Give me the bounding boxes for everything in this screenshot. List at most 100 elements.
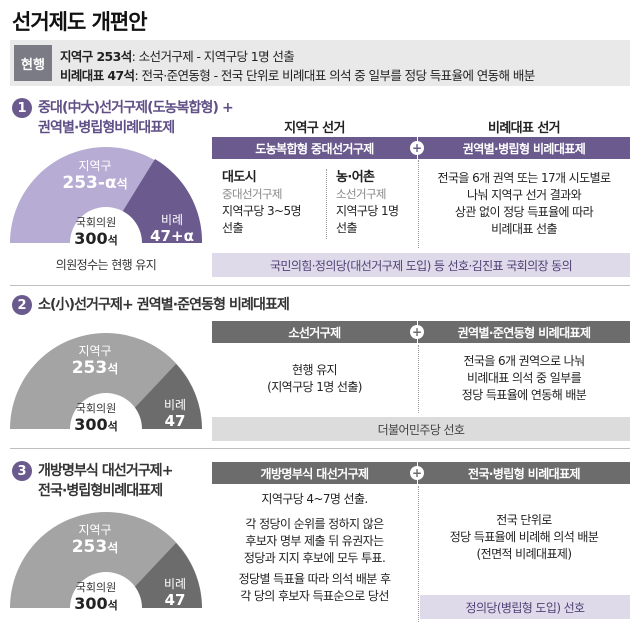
option-1-seat-chart — [10, 147, 202, 243]
option-1-urban-cell: 대도시 중대선거구제 지역구당 3~5명 선출 — [222, 169, 322, 237]
option-3-pr-value: 47 — [164, 590, 186, 609]
option-1-plus-icon: + — [410, 141, 424, 155]
option-1-col-head-pr: 비례대표 선거 — [487, 121, 561, 136]
option-3-district-desc-line: 후보자 명부 제출 뒤 유권자는 — [245, 534, 384, 548]
option-1-number: 1 — [12, 98, 32, 118]
option-3-pr-desc-line: (전면적 비례대표제) — [476, 547, 573, 561]
option-2-total-seats: 국회의원 300석 — [70, 402, 122, 434]
option-3-district-unit: 석 — [107, 540, 119, 555]
option-1-urban-desc-2: 선출 — [222, 221, 243, 235]
current-district-label: 지역구 253석 — [60, 49, 132, 64]
page-title: 선거제도 개편안 — [12, 10, 148, 34]
option-1-urban-sub: 중대선거구제 — [222, 187, 282, 201]
option-3-pr-seats: 비례 47 — [152, 577, 198, 609]
option-3-seat-chart — [10, 512, 202, 608]
option-3-pr-desc: 전국 단위로 정당 득표율에 비례해 의석 배분 (전면적 비례대표제) — [418, 512, 630, 563]
option-3-district-desc-1: 지역구당 4~7명 선출. — [261, 492, 368, 506]
option-2-district-desc: 현행 유지 (지역구당 1명 선출) — [212, 362, 417, 396]
option-1-pr-desc-line: 비례대표 선출 — [491, 222, 557, 236]
option-2-total-value: 300 — [74, 414, 108, 434]
option-1-rural-cell: 농·어촌 소선거구제 지역구당 1명 선출 — [336, 169, 416, 237]
option-3-plus-icon: + — [410, 466, 424, 480]
current-pr-desc: : 전국·준연동형 - 전국 단위로 비례대표 의석 중 일부를 정당 득표율에… — [134, 68, 535, 83]
option-3-district-desc-line: 정당과 지지 후보에 모두 투표. — [243, 551, 386, 565]
current-system-box — [10, 40, 630, 86]
option-2-pr-seats: 비례 47 — [152, 398, 198, 430]
option-1-bar-pr: 권역별·병립형 비례대표제 — [418, 137, 630, 159]
option-2-number: 2 — [12, 295, 32, 315]
option-1-total-value: 300 — [74, 228, 108, 248]
option-3-pr-label: 비례 — [163, 577, 187, 591]
option-3-pr-desc-line: 전국 단위로 — [496, 513, 552, 527]
option-1-title-line2: 권역별·병립형비례대표제 — [38, 120, 175, 136]
option-1-district-value: 253-α — [62, 172, 117, 193]
option-3-bar-pr: 전국·병립형 비례대표제 — [418, 462, 630, 484]
option-2-pr-desc: 전국을 6개 권역으로 나눠 비례대표 의석 중 일부를 정당 득표율에 연동해… — [418, 353, 630, 404]
current-district-line: 지역구 253석: 소선거구제 - 지역구당 1명 선출 — [60, 46, 295, 65]
current-tag: 현행 — [14, 45, 52, 81]
option-2-support: 더불어민주당 선호 — [212, 417, 630, 441]
option-2-bar-pr: 권역별·준연동형 비례대표제 — [418, 321, 630, 343]
option-3-pr-desc-line: 정당 득표율에 비례해 의석 배분 — [449, 530, 599, 544]
option-3-district-value: 253 — [71, 536, 108, 557]
option-3-district-desc: 지역구당 4~7명 선출. 각 정당이 순위를 정하지 않은 후보자 명부 제출… — [212, 491, 417, 605]
current-district-desc: : 소선거구제 - 지역구당 1명 선출 — [131, 49, 295, 64]
option-1-pr-label: 비례 — [160, 213, 184, 227]
option-1-pr-desc-line: 상관 없이 정당 득표율에 따라 — [454, 205, 594, 219]
option-2-column-divider — [418, 345, 419, 413]
option-2-total-label: 국회의원 — [75, 402, 117, 415]
option-2-seat-chart — [10, 333, 202, 429]
option-3-district-desc-line: 각 정당이 순위를 정하지 않은 — [245, 517, 384, 531]
option-1-pr-desc-line: 전국을 6개 권역 또는 17개 시도별로 — [437, 171, 612, 185]
option-2-pr-desc-line: 정당 득표율에 연동해 배분 — [461, 388, 587, 402]
option-1-cell-divider — [326, 169, 327, 239]
option-3-district-desc-line: 정당별 득표율 따라 의석 배분 후 — [238, 572, 391, 586]
option-3-district-desc-line: 각 당의 후보자 득표순으로 당선 — [240, 589, 389, 603]
option-1-district-seats: 지역구 253-α석 — [45, 159, 145, 193]
option-1-urban-title: 대도시 — [222, 170, 257, 185]
option-3-support: 정의당(병립형 도입) 선호 — [420, 595, 630, 619]
option-3-number: 3 — [12, 461, 32, 481]
option-2-bar-district: 소선거구제 — [212, 321, 417, 343]
option-2-district-desc-line: (지역구당 1명 선출) — [267, 380, 362, 394]
option-2-district-unit: 석 — [107, 361, 119, 376]
option-3-total-label: 국회의원 — [75, 581, 117, 594]
option-1-pr-value: 47+α — [150, 226, 194, 245]
option-2-district-value: 253 — [71, 357, 108, 378]
option-3-total-value: 300 — [74, 593, 108, 613]
option-3-district-label: 지역구 — [78, 523, 112, 537]
option-1-bar-district: 도농복합형 중대선거구제 — [212, 137, 417, 159]
option-1-total-label: 국회의원 — [75, 216, 117, 229]
option-1-rural-desc-1: 지역구당 1명 — [336, 204, 399, 218]
option-2-pr-value: 47 — [164, 411, 186, 430]
option-2-pr-label: 비례 — [163, 398, 187, 412]
option-1-support: 국민의힘·정의당(대선거구제 도입) 등 선호·김진표 국회의장 동의 — [212, 253, 630, 277]
option-3-column-divider — [418, 486, 419, 622]
option-1-urban-desc-1: 지역구당 3~5명 — [222, 204, 302, 218]
option-2-plus-icon: + — [410, 325, 424, 339]
option-2-district-label: 지역구 — [78, 344, 112, 358]
option-2-title: 소(小)선거구제+ 권역별·준연동형 비례대표제 — [38, 297, 290, 313]
option-3-title-line2: 전국·병립형비례대표제 — [38, 483, 163, 499]
option-1-pr-seats: 비례 47+α — [144, 213, 200, 245]
option-2-total-unit: 석 — [107, 419, 118, 433]
option-1-note: 의원정수는 현행 유지 — [55, 258, 157, 272]
option-3-total-unit: 석 — [107, 598, 118, 612]
option-2-district-seats: 지역구 253석 — [45, 344, 145, 378]
option-1-rural-title: 농·어촌 — [336, 170, 375, 185]
option-3-district-seats: 지역구 253석 — [45, 523, 145, 557]
option-2-district-desc-line: 현행 유지 — [292, 363, 338, 377]
option-1-title-line1: 중대(中大)선거구제(도농복합형) + — [38, 100, 234, 116]
section-separator — [10, 448, 630, 449]
option-3-bar-district: 개방명부식 대선거구제 — [212, 462, 417, 484]
option-1-pr-desc: 전국을 6개 권역 또는 17개 시도별로 나눠 지역구 선거 결과와 상관 없… — [418, 170, 630, 238]
option-1-col-head-district: 지역구 선거 — [284, 121, 345, 136]
option-3-total-seats: 국회의원 300석 — [70, 581, 122, 613]
option-1-district-label: 지역구 — [78, 159, 112, 173]
option-1-column-divider — [418, 160, 419, 248]
section-separator — [10, 285, 630, 286]
option-1-pr-arc — [118, 159, 202, 243]
option-1-total-seats: 국회의원 300석 — [70, 216, 122, 248]
option-2-pr-arc — [128, 364, 202, 429]
option-1-district-unit: 석 — [116, 176, 128, 191]
